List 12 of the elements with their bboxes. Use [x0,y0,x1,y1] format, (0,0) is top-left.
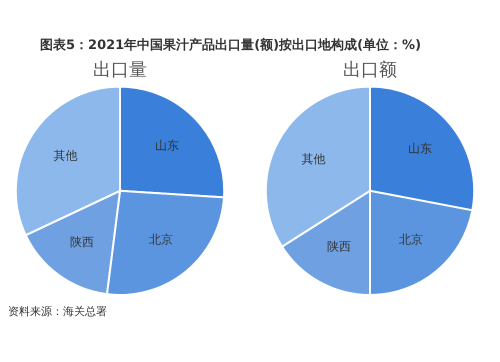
text: 图表5：2021年中国果汁产品出口量(额)按出口地构成(单位：%) [40,38,422,53]
text: 资料来源：海关总署 [8,305,107,318]
chart-title: 出口量 [93,59,147,80]
slice-label: 其他 [301,152,326,166]
slice-label: 山东 [155,138,180,153]
slice-label: 陕西 [70,235,94,250]
slice-label: 陕西 [326,240,351,254]
chart-title: 出口额 [343,59,397,80]
slice-label: 北京 [399,232,424,247]
slice-label: 北京 [149,232,174,247]
slice-label: 山东 [408,142,432,156]
slice-label: 其他 [53,148,78,162]
